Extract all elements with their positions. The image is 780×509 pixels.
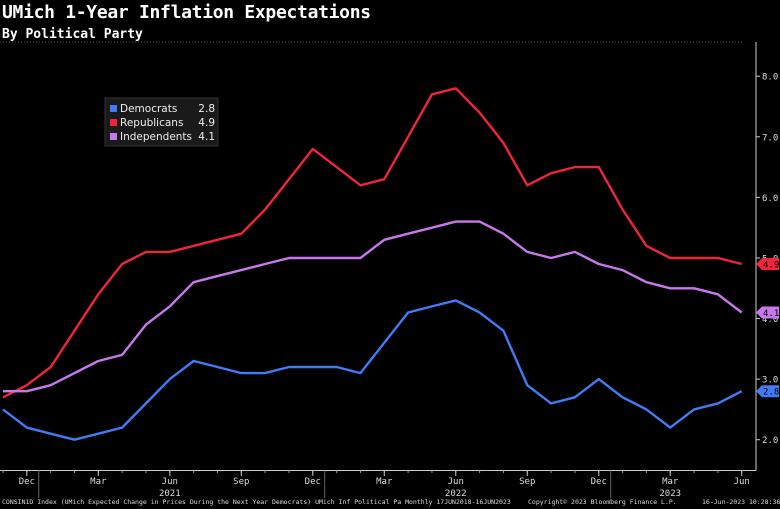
x-year-label: 2023 — [659, 489, 681, 499]
y-tick-label: 2.0 — [762, 436, 778, 446]
legend-box — [104, 97, 219, 147]
legend-value: 4.1 — [198, 131, 215, 143]
last-value-tag-independents — [756, 306, 779, 319]
y-tick-label: 4.0 — [762, 315, 778, 325]
series-line-republicans — [2, 87, 742, 399]
x-tick-label: Sep — [519, 477, 535, 487]
y-tick-label: 7.0 — [762, 133, 778, 143]
y-tick-label: 6.0 — [762, 194, 778, 204]
legend-value: 2.8 — [198, 103, 215, 115]
x-tick-label: Jun — [734, 477, 750, 487]
x-tick-label: Mar — [662, 477, 679, 487]
y-tick-label: 3.0 — [762, 376, 778, 386]
x-year-label: 2022 — [445, 489, 467, 499]
last-value-tag-republicans — [756, 258, 779, 271]
x-tick-label: Jun — [162, 477, 178, 487]
chart-subtitle: By Political Party — [2, 27, 143, 42]
series-line-democrats — [2, 299, 743, 441]
legend-swatch — [110, 105, 117, 112]
x-tick-label: Sep — [233, 477, 249, 487]
footer-copyright: Copyright© 2023 Bloomberg Finance L.P. — [528, 498, 677, 506]
legend-label: Independents — [120, 131, 192, 143]
footer-date: 16-Jun-2023 10:28:36 — [702, 498, 780, 506]
legend-swatch — [110, 133, 117, 140]
x-tick-label: Dec — [19, 477, 35, 487]
last-value-label-independents: 4.1 — [763, 309, 779, 319]
last-value-label-republicans: 4.9 — [763, 261, 779, 271]
legend-label: Republicans — [120, 117, 183, 129]
last-value-tag-democrats — [756, 385, 779, 398]
footer-source: CONSIN1D Index (UMich Expected Change in… — [2, 498, 511, 506]
legend-value: 4.9 — [198, 117, 215, 129]
y-tick-label: 8.0 — [762, 73, 778, 83]
x-tick-label: Mar — [90, 477, 107, 487]
last-value-label-democrats: 2.8 — [763, 388, 779, 398]
series-line-independents — [3, 220, 743, 393]
x-tick-label: Dec — [305, 477, 321, 487]
chart-title: UMich 1-Year Inflation Expectations — [2, 2, 371, 23]
x-tick-label: Dec — [591, 477, 607, 487]
legend-swatch — [110, 119, 117, 126]
x-year-label: 2021 — [159, 489, 181, 499]
x-tick-label: Mar — [376, 477, 393, 487]
legend-label: Democrats — [120, 103, 177, 115]
x-tick-label: Jun — [448, 477, 464, 487]
